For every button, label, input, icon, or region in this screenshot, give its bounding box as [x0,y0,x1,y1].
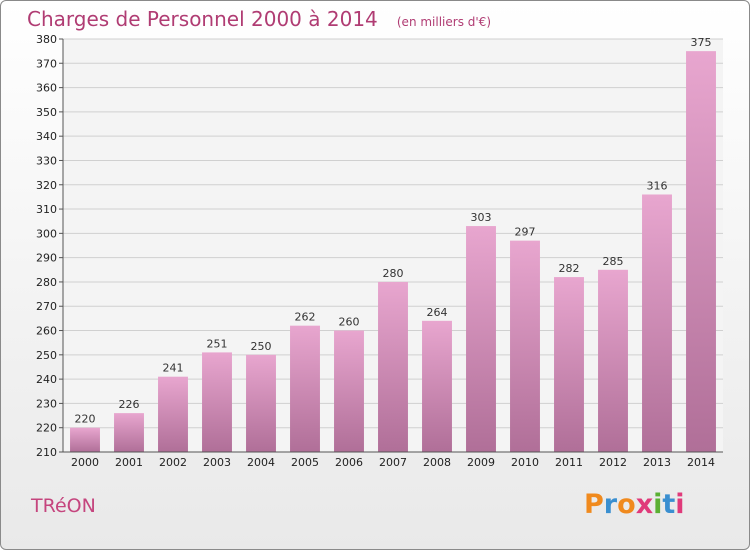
y-tick-label: 320 [36,179,57,192]
data-label: 262 [295,311,316,324]
logo-letter: P [584,489,604,520]
data-label: 226 [119,398,140,411]
logo-letter: t [662,489,676,520]
data-label: 316 [647,179,668,192]
bars: 220 226 241 251 250 262 260 280 264 303 297 282 285 3… [70,36,716,452]
data-label: 260 [339,316,360,329]
y-tick-label: 250 [36,349,57,362]
y-tick-label: 280 [36,276,57,289]
y-tick-label: 240 [36,373,57,386]
x-tick-label: 2006 [335,456,363,469]
y-tick-label: 230 [36,397,57,410]
bar-2011[interactable] [554,277,584,452]
x-tick-label: 2003 [203,456,231,469]
logo-letter: r [603,489,618,520]
bar-2007[interactable] [378,281,408,452]
y-tick-label: 380 [36,33,57,46]
y-tick-label: 370 [36,57,57,70]
commune-name: TRéON [31,495,96,517]
bar-2008[interactable] [422,320,452,452]
data-label: 375 [691,36,712,49]
bar-2009[interactable] [466,226,496,452]
data-label: 303 [471,211,492,224]
y-tick-label: 210 [36,446,57,459]
logo-letter: o [617,489,636,520]
bar-2013[interactable] [642,194,672,452]
x-tick-label: 2008 [423,456,451,469]
y-tick-label: 310 [36,203,57,216]
bar-2006[interactable] [334,330,364,452]
y-tick-label: 360 [36,82,57,95]
bar-2010[interactable] [510,240,540,452]
data-label: 220 [75,413,96,426]
data-label: 297 [515,226,536,239]
logo-letter: i [675,489,685,520]
data-label: 280 [383,267,404,280]
chart-subtitle: (en milliers d'€) [396,15,491,29]
y-tick-label: 220 [36,422,57,435]
bar-2005[interactable] [290,325,320,452]
y-tick-label: 300 [36,227,57,240]
proxiti-logo[interactable]: Proxiti [584,489,685,520]
x-tick-label: 2013 [643,456,671,469]
x-tick-label: 2012 [599,456,627,469]
y-axis: 210 220 230 240 250 260 270 280 290 300 310 320 330 3… [36,33,64,459]
data-label: 264 [427,306,448,319]
x-tick-label: 2014 [687,456,715,469]
bar-2012[interactable] [598,269,628,452]
y-tick-label: 260 [36,325,57,338]
data-label: 251 [207,337,228,350]
x-tick-label: 2007 [379,456,407,469]
x-tick-label: 2010 [511,456,539,469]
x-tick-label: 2001 [115,456,143,469]
x-tick-label: 2009 [467,456,495,469]
x-tick-label: 2004 [247,456,275,469]
bar-2000[interactable] [70,427,100,452]
bar-2004[interactable] [246,354,276,452]
x-tick-label: 2000 [71,456,99,469]
bar-2002[interactable] [158,376,188,452]
bar-2014[interactable] [686,51,716,452]
x-tick-label: 2002 [159,456,187,469]
chart-title: Charges de Personnel 2000 à 2014 [27,7,378,31]
data-label: 250 [251,340,272,353]
x-tick-label: 2005 [291,456,319,469]
x-tick-label: 2011 [555,456,583,469]
y-tick-label: 290 [36,252,57,265]
x-axis: 2000 2001 2002 2003 2004 2005 2006 2007 2008 2009… [63,451,723,469]
logo-letter: x [635,489,654,520]
y-tick-label: 350 [36,106,57,119]
bar-2003[interactable] [202,352,232,452]
data-label: 285 [603,255,624,268]
logo-letter: i [653,489,663,520]
y-tick-label: 330 [36,154,57,167]
data-label: 241 [163,362,184,375]
title-block: Charges de Personnel 2000 à 2014 (en mil… [27,7,491,31]
y-tick-label: 340 [36,130,57,143]
bar-2001[interactable] [114,413,144,452]
y-tick-label: 270 [36,300,57,313]
data-label: 282 [559,262,580,275]
